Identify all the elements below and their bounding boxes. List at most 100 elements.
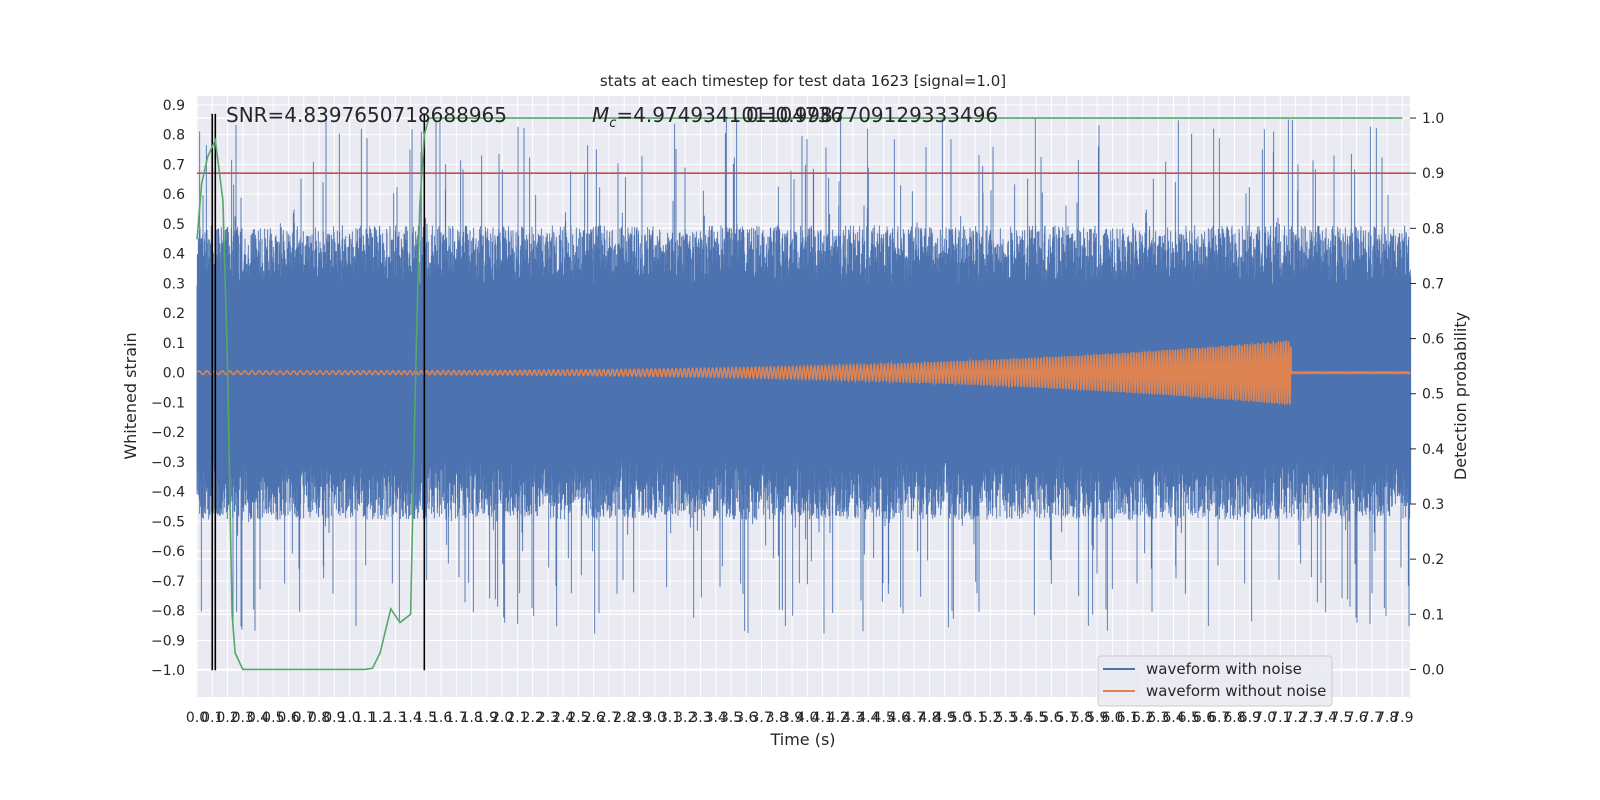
chirp-mass-subscript: c — [609, 116, 616, 131]
y-tick-label-left: 0.9 — [163, 98, 185, 114]
x-tick-label: 1.2 — [369, 710, 391, 726]
x-tick-label: 1.3 — [384, 710, 406, 726]
x-tick-label: 4.6 — [888, 710, 910, 726]
x-tick-label: 3.7 — [750, 710, 772, 726]
chirp-trace — [196, 340, 1411, 405]
x-tick-label: 7.2 — [1284, 710, 1306, 726]
x-axis-label: Time (s) — [769, 730, 835, 749]
x-tick-label: 4.3 — [842, 710, 864, 726]
legend-label-clean: waveform without noise — [1146, 682, 1326, 700]
x-tick-label: 5.3 — [995, 710, 1017, 726]
x-tick-label: 7.3 — [1300, 710, 1322, 726]
x-tick-label: 3.1 — [659, 710, 681, 726]
y-tick-label-left: −0.5 — [151, 514, 185, 530]
x-tick-label: 5.5 — [1025, 710, 1047, 726]
x-tick-label: 5.9 — [1086, 710, 1108, 726]
y-axis-label-right: Detection probability — [1451, 312, 1470, 480]
x-tick-label: 0.0 — [186, 710, 208, 726]
series-waveform-without-noise — [196, 340, 1411, 405]
y-tick-label-right: 0.2 — [1422, 552, 1444, 568]
x-tick-label: 4.4 — [857, 710, 879, 726]
legend: waveform with noise waveform without noi… — [1097, 655, 1333, 707]
y-tick-label-left: 0.7 — [163, 157, 185, 173]
x-tick-label: 6.8 — [1223, 710, 1245, 726]
chirp-mass-annotation: Mc=4.974934101104736 — [592, 103, 843, 131]
y-tick-label-right: 0.3 — [1422, 497, 1444, 513]
x-tick-label: 7.1 — [1269, 710, 1291, 726]
x-tick-label: 7.5 — [1330, 710, 1352, 726]
x-tick-label: 3.8 — [766, 710, 788, 726]
y-tick-label-left: 0.0 — [163, 366, 185, 382]
x-tick-label: 3.6 — [735, 710, 757, 726]
x-tick-label: 4.0 — [796, 710, 818, 726]
y-tick-label-left: −0.2 — [151, 425, 185, 441]
overlap-annotation: 0=0.9987709129333496 — [746, 103, 998, 127]
x-tick-label: 1.1 — [354, 710, 376, 726]
y-tick-label-left: −0.4 — [151, 485, 185, 501]
x-tick-label: 4.2 — [827, 710, 849, 726]
y-tick-label-right: 0.8 — [1422, 221, 1444, 237]
x-tick-label: 1.6 — [430, 710, 452, 726]
y-tick-label-left: −0.8 — [151, 604, 185, 620]
snr-annotation: SNR=4.8397650718688965 — [226, 103, 507, 127]
y-tick-label-right: 0.4 — [1422, 442, 1444, 458]
x-tick-label: 0.5 — [262, 710, 284, 726]
x-tick-label: 0.9 — [323, 710, 345, 726]
x-tick-label: 3.9 — [781, 710, 803, 726]
overlays — [196, 113, 1410, 671]
x-tick-label: 6.5 — [1178, 710, 1200, 726]
x-tick-label: 0.4 — [247, 710, 269, 726]
legend-box — [1097, 655, 1333, 707]
x-tick-label: 7.6 — [1345, 710, 1367, 726]
x-tick-label: 2.9 — [628, 710, 650, 726]
x-tick-label: 0.8 — [308, 710, 330, 726]
x-tick-label: 2.8 — [613, 710, 635, 726]
y-tick-label-left: 0.2 — [163, 306, 185, 322]
x-tick-label: 1.5 — [415, 710, 437, 726]
x-tick-label: 0.3 — [232, 710, 254, 726]
x-tick-label: 2.7 — [598, 710, 620, 726]
x-tick-label: 0.2 — [216, 710, 238, 726]
y-tick-label-left: 0.4 — [163, 247, 185, 263]
y-tick-label-left: 0.3 — [163, 276, 185, 292]
x-tick-label: 6.2 — [1132, 710, 1154, 726]
x-tick-label: 3.2 — [674, 710, 696, 726]
x-tick-label: 0.1 — [201, 710, 223, 726]
detection-probability-line — [196, 117, 1403, 671]
y-tick-label-left: 0.1 — [163, 336, 185, 352]
x-tick-label: 5.2 — [979, 710, 1001, 726]
x-tick-label: 6.7 — [1208, 710, 1230, 726]
y-tick-label-right: 0.7 — [1422, 276, 1444, 292]
x-tick-label: 4.8 — [918, 710, 940, 726]
x-tick-label: 2.0 — [491, 710, 513, 726]
x-tick-label: 5.4 — [1010, 710, 1032, 726]
chirp-mass-value: =4.974934101104736 — [616, 103, 843, 127]
y-tick-label-left: −0.7 — [151, 574, 185, 590]
x-tick-label: 1.4 — [399, 710, 421, 726]
x-tick-label: 6.1 — [1117, 710, 1139, 726]
chirp-mass-symbol: M — [592, 103, 609, 127]
x-tick-label: 2.6 — [583, 710, 605, 726]
x-tick-label: 6.4 — [1162, 710, 1184, 726]
x-tick-label: 6.3 — [1147, 710, 1169, 726]
x-tick-label: 5.7 — [1056, 710, 1078, 726]
x-tick-label: 6.6 — [1193, 710, 1215, 726]
y-tick-label-left: −1.0 — [151, 663, 185, 679]
x-tick-label: 2.4 — [552, 710, 574, 726]
axes: 0.00.10.20.30.40.50.60.70.80.91.01.11.21… — [151, 98, 1444, 726]
x-tick-label: 1.0 — [338, 710, 360, 726]
x-tick-label: 5.1 — [964, 710, 986, 726]
x-tick-label: 4.7 — [903, 710, 925, 726]
x-tick-label: 4.9 — [934, 710, 956, 726]
x-tick-label: 7.9 — [1391, 710, 1413, 726]
x-tick-label: 7.4 — [1315, 710, 1337, 726]
x-tick-label: 2.2 — [522, 710, 544, 726]
x-tick-label: 6.9 — [1239, 710, 1261, 726]
y-tick-label-right: 0.5 — [1422, 387, 1444, 403]
y-tick-label-right: 0.0 — [1422, 662, 1444, 678]
x-tick-label: 7.0 — [1254, 710, 1276, 726]
y-tick-label-left: 0.6 — [163, 187, 185, 203]
x-tick-label: 4.1 — [811, 710, 833, 726]
x-tick-label: 4.5 — [872, 710, 894, 726]
